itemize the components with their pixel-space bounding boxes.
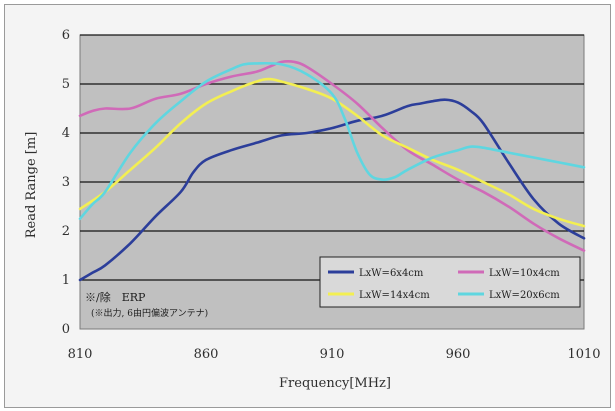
y-tick-label: 1 (62, 273, 70, 288)
series-line-3 (78, 77, 586, 228)
read-range-chart: 0 1 2 3 4 5 6 810 860 910 960 1010 LxW=6x4cm LxW=10x… (24, 28, 601, 391)
y-tick-label: 2 (62, 224, 70, 239)
annotation-line-1: ※/除 ERP (85, 290, 146, 304)
x-tick-label: 910 (320, 347, 345, 362)
series-line-1 (78, 98, 586, 282)
x-tick-label: 1010 (567, 347, 600, 362)
x-tick-label: 860 (194, 347, 219, 362)
x-axis-title: Frequency[MHz] (279, 376, 391, 391)
y-axis-title: Read Range [m] (24, 132, 39, 239)
x-tick-label: 810 (68, 347, 93, 362)
legend-label-4: LxW=20x6cm (489, 290, 560, 301)
y-tick-label: 5 (62, 77, 70, 92)
legend-label-1: LxW=6x4cm (359, 268, 424, 279)
y-tick-label: 4 (62, 126, 70, 141)
y-tick-label: 0 (62, 322, 70, 337)
y-tick-label: 3 (62, 175, 70, 190)
legend-box (319, 256, 581, 308)
legend-label-2: LxW=10x4cm (489, 268, 560, 279)
legend-label-3: LxW=14x4cm (359, 290, 430, 301)
y-tick-label: 6 (62, 28, 70, 43)
annotation-line-2: (※出力, 6由円偏波アンテナ) (91, 307, 208, 319)
chart-frame: 0 1 2 3 4 5 6 810 860 910 960 1010 LxW=6x4cm LxW=10x… (4, 4, 611, 408)
series-line-4 (78, 61, 586, 221)
x-tick-label: 960 (446, 347, 471, 362)
series-line-2 (78, 60, 586, 252)
